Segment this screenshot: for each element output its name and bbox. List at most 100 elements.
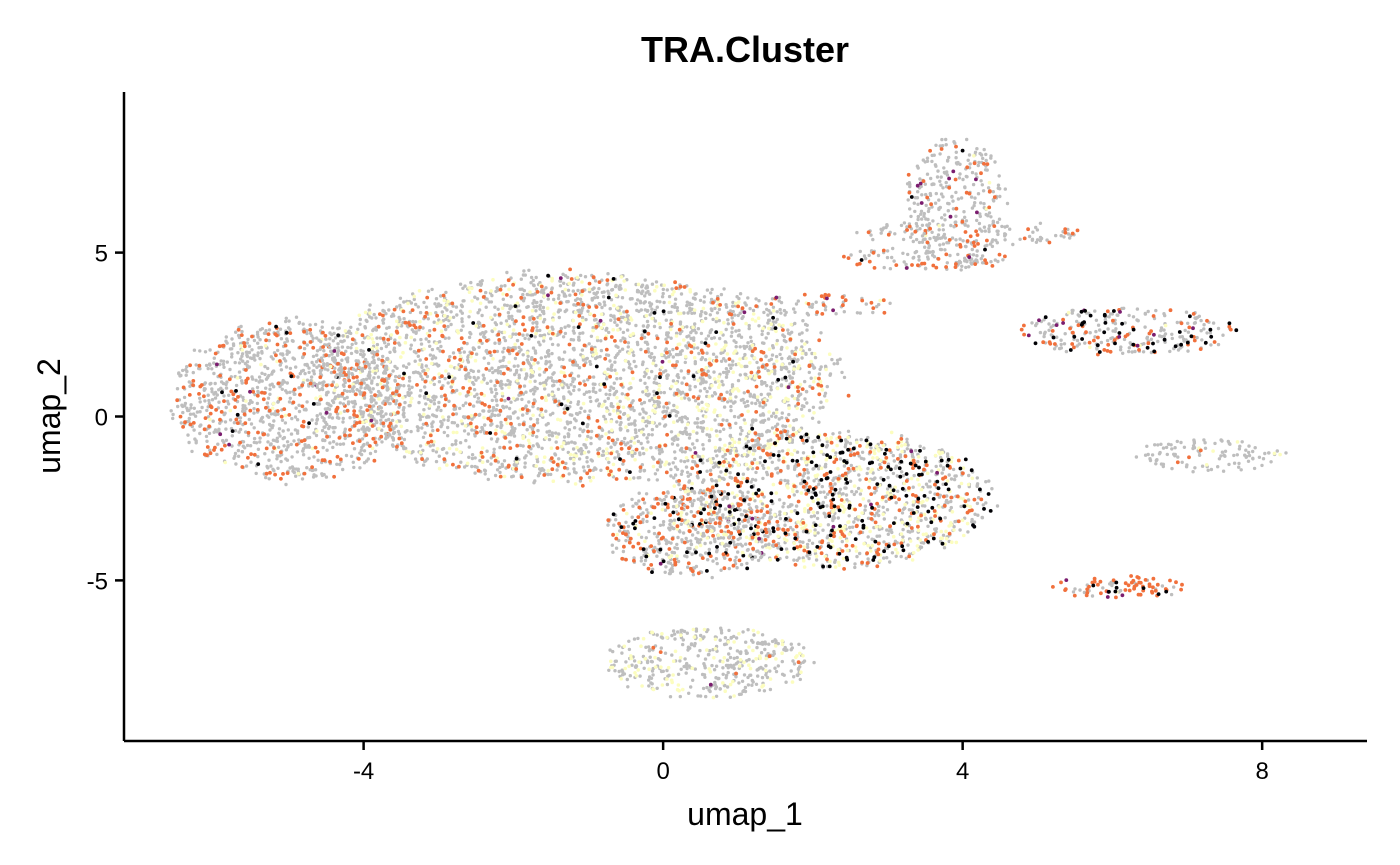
cell-point: [476, 376, 480, 380]
cell-point: [317, 381, 322, 385]
cell-point: [288, 327, 292, 331]
cell-point: [546, 297, 550, 301]
cell-point: [566, 288, 571, 292]
cell-point: [817, 420, 821, 424]
cell-point: [783, 424, 788, 429]
cell-point: [508, 416, 513, 421]
cell-point: [484, 290, 488, 295]
cell-point: [833, 482, 837, 486]
cell-point: [409, 335, 414, 340]
cell-point: [731, 401, 736, 405]
cell-point: [767, 358, 771, 363]
cell-point: [271, 423, 275, 428]
cell-point: [267, 408, 272, 413]
cell-point: [714, 479, 718, 483]
cell-point: [528, 379, 532, 384]
cell-point: [208, 348, 212, 352]
cell-point: [181, 385, 186, 390]
cell-point: [790, 349, 794, 354]
cell-point: [263, 372, 267, 377]
cell-point: [729, 399, 733, 403]
cell-point: [695, 474, 700, 478]
cell-point: [242, 412, 247, 417]
cell-point: [488, 350, 492, 355]
cell-point: [797, 364, 801, 368]
cell-point: [531, 401, 536, 406]
cell-point: [844, 493, 849, 497]
cell-point: [561, 357, 565, 362]
cell-point: [274, 353, 278, 358]
cell-point: [812, 379, 816, 384]
cell-point: [609, 385, 613, 389]
cell-point: [354, 341, 358, 345]
cell-point: [274, 324, 278, 329]
cell-point: [522, 288, 526, 293]
cell-point: [545, 306, 550, 311]
cell-point: [532, 398, 537, 402]
cell-point: [380, 358, 385, 363]
cell-point: [264, 338, 268, 343]
cell-point: [377, 397, 381, 401]
cell-point: [457, 348, 461, 352]
cell-point: [338, 373, 343, 378]
cell-point: [652, 400, 657, 404]
cell-point: [371, 355, 375, 359]
cell-point: [561, 385, 565, 390]
cell-point: [535, 325, 539, 329]
cell-point: [470, 286, 474, 291]
cell-point: [688, 290, 693, 294]
cell-point: [577, 457, 582, 461]
cell-point: [683, 360, 687, 365]
cell-point: [846, 393, 851, 398]
cell-point: [684, 382, 689, 387]
cell-point: [463, 424, 468, 428]
cell-point: [362, 449, 367, 453]
cell-point: [621, 330, 626, 335]
cell-point: [219, 447, 224, 452]
cell-point: [553, 300, 558, 305]
cell-point: [523, 461, 527, 465]
cell-point: [523, 377, 528, 381]
cell-point: [698, 314, 703, 318]
cell-point: [800, 331, 804, 335]
cell-point: [523, 336, 527, 341]
cell-point: [333, 366, 337, 370]
cell-point: [645, 368, 650, 373]
cell-point: [585, 460, 589, 464]
cell-point: [455, 313, 459, 317]
cell-point: [374, 316, 378, 320]
cell-point: [581, 401, 586, 406]
cell-point: [704, 402, 709, 407]
cell-point: [678, 350, 683, 354]
cell-point: [824, 367, 828, 372]
cell-point: [301, 453, 306, 457]
cell-point: [565, 300, 569, 304]
cell-point: [397, 432, 402, 436]
cell-point: [531, 316, 536, 321]
cell-point: [639, 430, 644, 434]
cell-point: [499, 420, 503, 425]
cell-point: [545, 430, 549, 434]
cell-point: [807, 538, 811, 543]
cell-point: [227, 377, 232, 382]
cell-point: [747, 326, 751, 331]
cell-point: [550, 276, 554, 281]
cell-point: [304, 408, 308, 412]
cell-point: [677, 327, 682, 332]
cell-point: [382, 317, 386, 321]
cell-point: [369, 410, 374, 415]
cell-point: [189, 406, 193, 410]
cell-point: [705, 389, 709, 394]
cell-point: [631, 376, 635, 381]
cell-point: [788, 424, 792, 428]
cell-point: [558, 284, 563, 288]
cell-point: [372, 458, 377, 463]
cell-point: [493, 458, 498, 463]
cell-point: [648, 304, 653, 308]
cell-point: [644, 313, 649, 318]
cell-point: [249, 422, 254, 426]
cell-point: [646, 331, 651, 336]
cell-point: [489, 423, 493, 427]
cell-point: [699, 340, 704, 344]
cell-point: [713, 445, 718, 450]
